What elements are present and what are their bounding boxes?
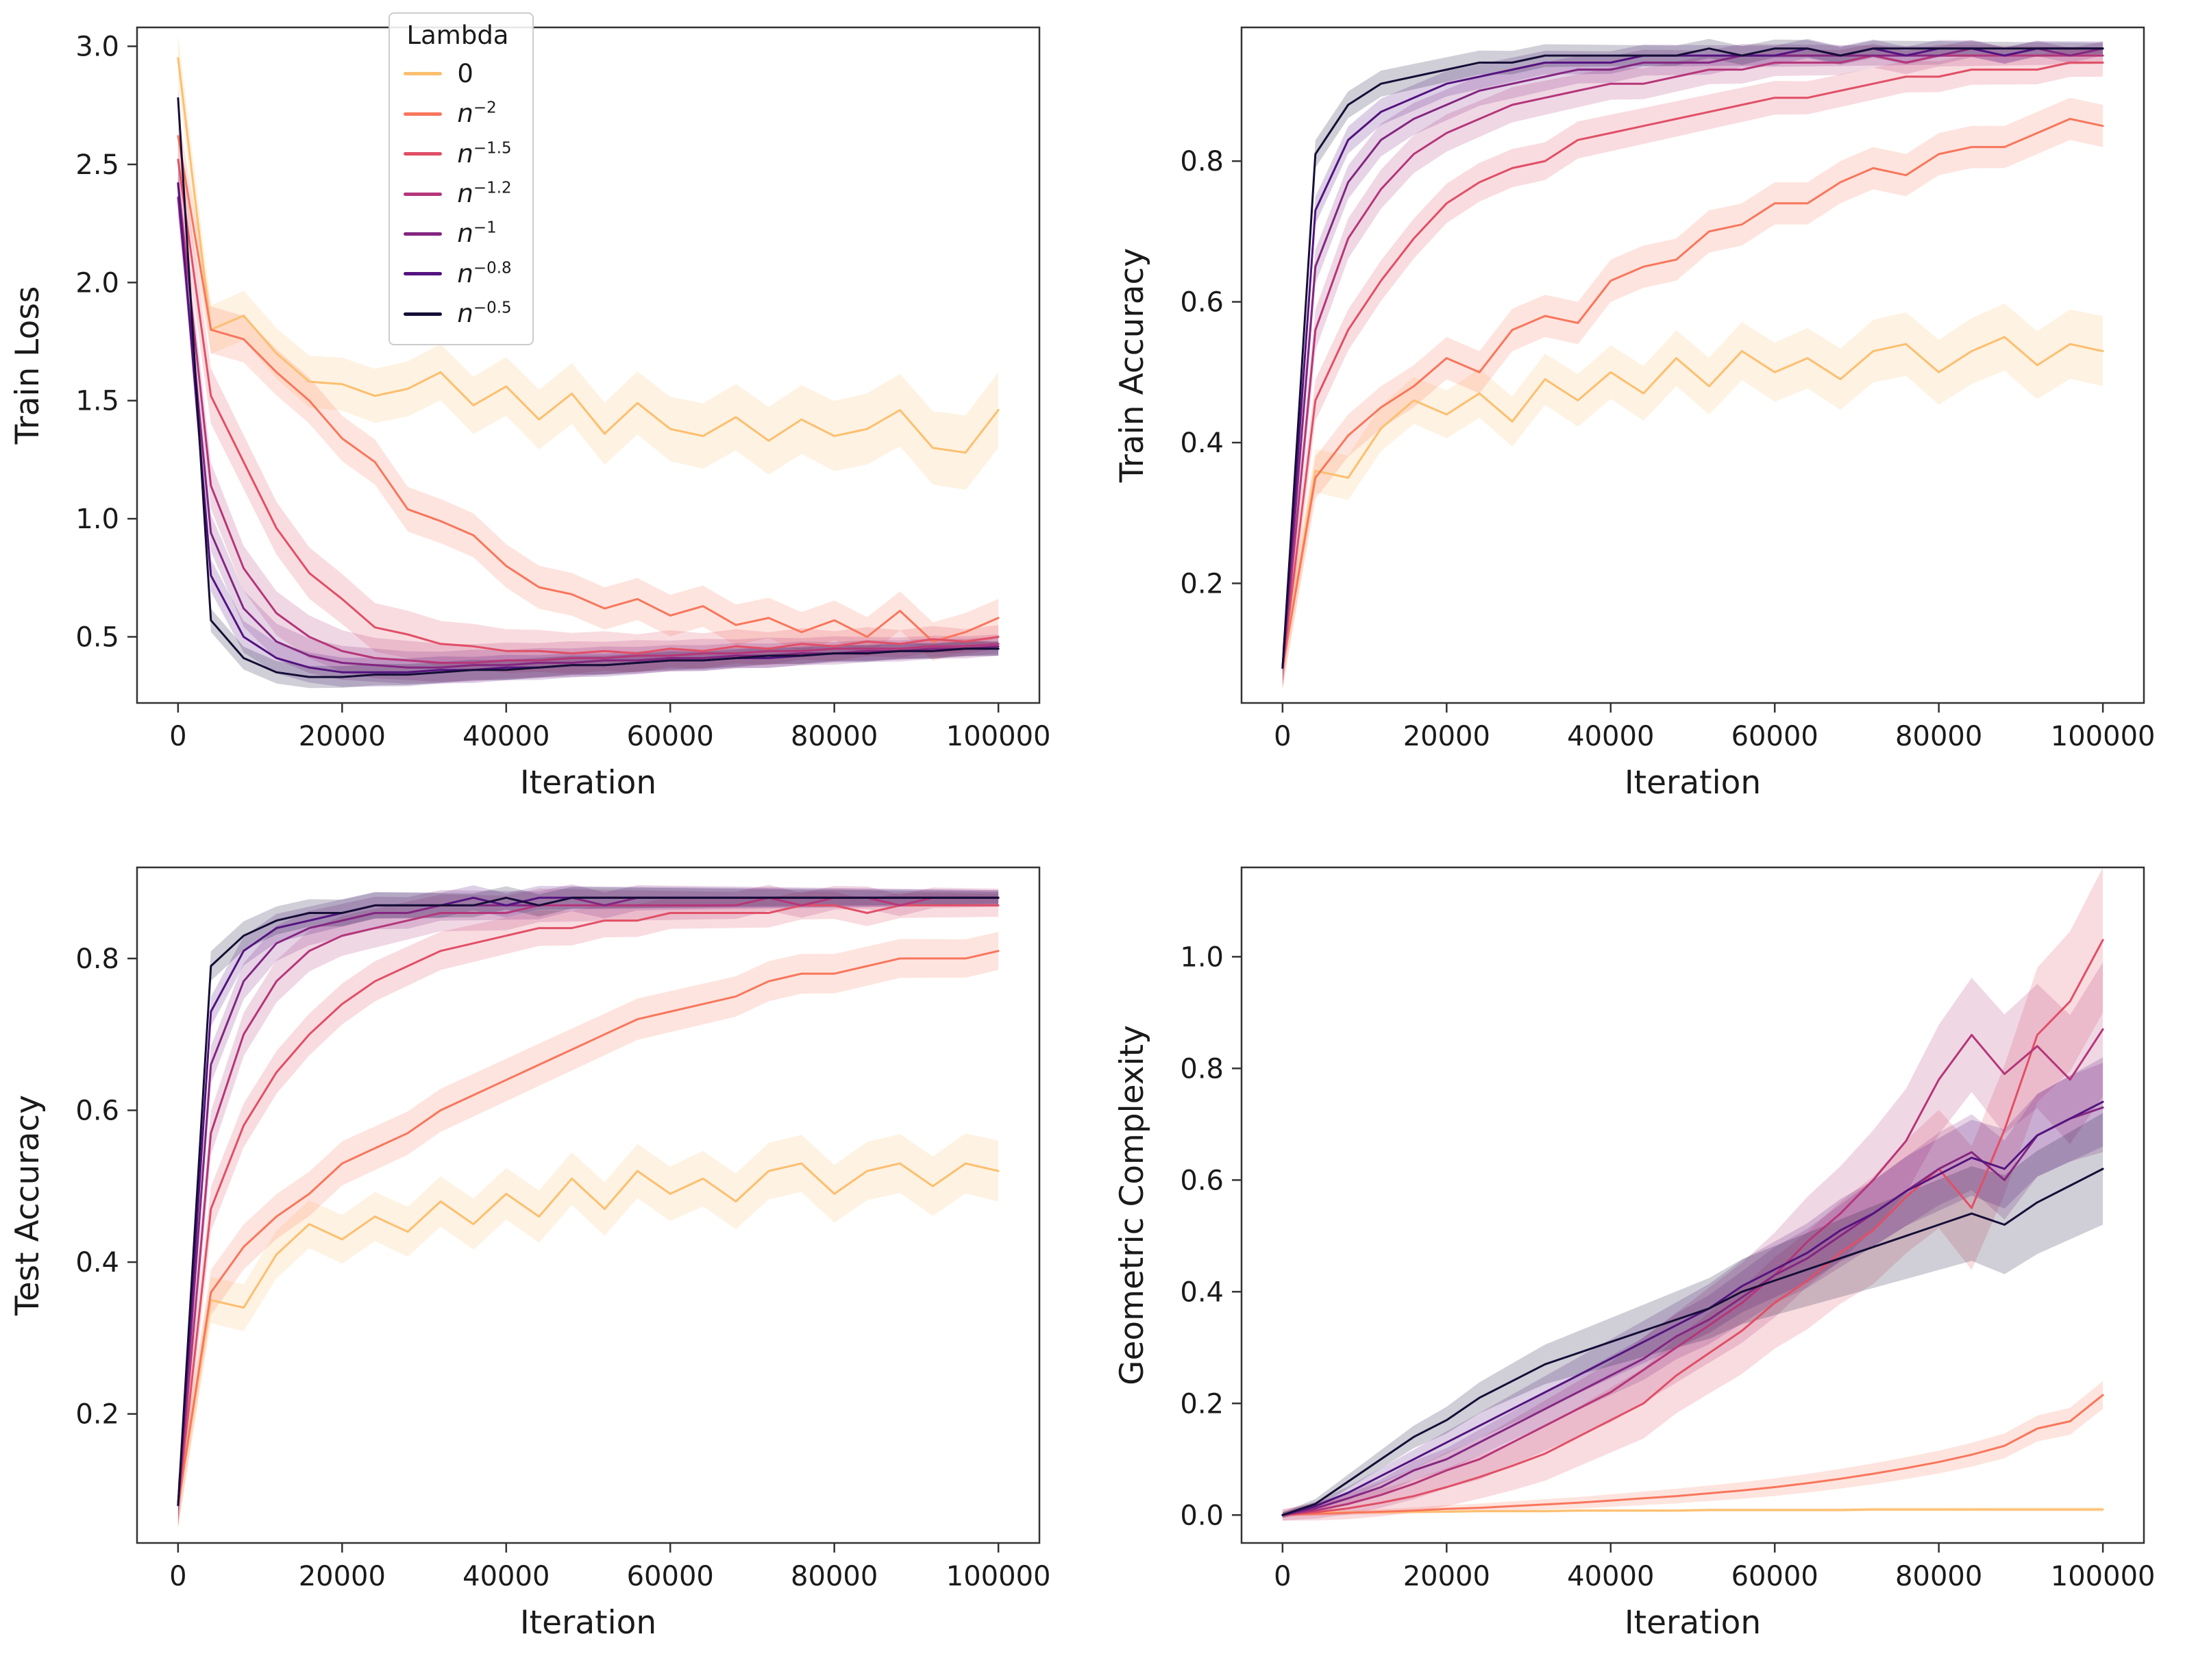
svg-text:40000: 40000	[1567, 721, 1654, 752]
legend-entry-label: n−1.2	[457, 178, 512, 208]
svg-text:60000: 60000	[627, 1561, 714, 1592]
svg-text:0.6: 0.6	[1180, 1165, 1224, 1196]
svg-text:Train Loss: Train Loss	[9, 286, 47, 445]
svg-text:80000: 80000	[791, 721, 878, 752]
legend-entry-label: n−0.8	[457, 258, 512, 288]
svg-text:20000: 20000	[299, 721, 386, 752]
svg-text:0.2: 0.2	[1180, 568, 1224, 600]
svg-text:0.4: 0.4	[1180, 1276, 1224, 1308]
legend-line-swatch	[404, 72, 443, 76]
svg-text:Iteration: Iteration	[520, 764, 656, 802]
legend-entry: n−0.8	[404, 258, 512, 289]
svg-text:20000: 20000	[1403, 1561, 1490, 1592]
svg-text:0.8: 0.8	[1180, 146, 1224, 177]
test-accuracy-chart: 0 20000 40000 60000 80000 100000 0.2 0.4 0.6 0.8 I…	[9, 866, 1051, 1642]
test-accuracy-panel: 0 20000 40000 60000 80000 100000 0.2 0.4 0.6 0.8 I…	[0, 840, 1104, 1680]
svg-text:0: 0	[1274, 1561, 1291, 1592]
legend-entry: n−2	[404, 99, 511, 129]
svg-text:0.6: 0.6	[75, 1096, 119, 1127]
svg-text:Iteration: Iteration	[1625, 764, 1761, 802]
svg-text:20000: 20000	[1403, 721, 1490, 752]
legend-line-swatch	[404, 192, 443, 196]
svg-text:20000: 20000	[299, 1561, 386, 1592]
train-accuracy-chart: 0 20000 40000 60000 80000 100000 0.2 0.4 0.6 0.8 I…	[1113, 26, 2156, 802]
legend-line-swatch	[404, 152, 443, 156]
svg-text:Iteration: Iteration	[1625, 1604, 1761, 1642]
train-loss-chart: 0 20000 40000 60000 80000 100000 0.5 1.0 1.5 2.0 2…	[9, 26, 1051, 802]
legend-entry: n−1.5	[404, 138, 512, 169]
svg-text:60000: 60000	[1731, 1561, 1818, 1592]
train-loss-panel: 0 20000 40000 60000 80000 100000 0.5 1.0 1.5 2.0 2…	[0, 0, 1104, 840]
legend-entry-label: n−0.5	[457, 299, 512, 329]
svg-text:Iteration: Iteration	[520, 1604, 656, 1642]
svg-text:0.2: 0.2	[1180, 1388, 1224, 1420]
legend-line-swatch	[404, 272, 443, 276]
svg-text:100000: 100000	[946, 721, 1051, 752]
svg-text:100000: 100000	[946, 1561, 1051, 1592]
svg-text:40000: 40000	[1567, 1561, 1654, 1592]
svg-text:0: 0	[169, 1561, 186, 1592]
legend-line-swatch	[404, 232, 443, 236]
legend-entry: n−1	[404, 219, 511, 249]
legend-entry-label: 0	[457, 58, 473, 88]
svg-text:80000: 80000	[1895, 1561, 1982, 1592]
geometric-complexity-chart: 0 20000 40000 60000 80000 100000 0.0 0.2 0.4 0.6 0…	[1113, 866, 2156, 1642]
svg-text:40000: 40000	[462, 1561, 550, 1592]
svg-text:1.5: 1.5	[75, 386, 119, 417]
train-accuracy-panel: 0 20000 40000 60000 80000 100000 0.2 0.4 0.6 0.8 I…	[1104, 0, 2209, 840]
legend-entry-label: n−1	[457, 219, 497, 249]
legend-entry: n−0.5	[404, 299, 512, 329]
svg-text:2.5: 2.5	[75, 149, 119, 181]
svg-text:Train Accuracy: Train Accuracy	[1113, 248, 1151, 483]
svg-text:0.8: 0.8	[1180, 1053, 1224, 1085]
svg-text:1.0: 1.0	[75, 504, 119, 535]
svg-text:0.5: 0.5	[75, 621, 119, 653]
svg-text:60000: 60000	[627, 721, 714, 752]
legend-line-swatch	[404, 112, 443, 116]
svg-text:3.0: 3.0	[75, 32, 119, 63]
geometric-complexity-panel: 0 20000 40000 60000 80000 100000 0.0 0.2 0.4 0.6 0…	[1104, 840, 2209, 1680]
svg-text:1.0: 1.0	[1180, 941, 1224, 973]
svg-text:0.4: 0.4	[1180, 428, 1224, 459]
svg-text:Test Accuracy: Test Accuracy	[9, 1095, 47, 1316]
legend-entry-label: n−1.5	[457, 138, 512, 169]
svg-text:0.8: 0.8	[75, 943, 119, 975]
svg-text:0.2: 0.2	[75, 1399, 119, 1431]
svg-text:100000: 100000	[2051, 1561, 2156, 1592]
svg-text:60000: 60000	[1731, 721, 1818, 752]
svg-text:80000: 80000	[1895, 721, 1982, 752]
svg-text:40000: 40000	[462, 721, 550, 752]
svg-text:0.4: 0.4	[75, 1247, 119, 1278]
legend-entry: 0	[404, 59, 511, 89]
svg-text:Geometric Complexity: Geometric Complexity	[1113, 1025, 1151, 1385]
legend-title: Lambda	[406, 21, 509, 51]
svg-text:80000: 80000	[791, 1561, 878, 1592]
svg-text:0: 0	[1274, 721, 1291, 752]
svg-text:0.0: 0.0	[1180, 1500, 1224, 1531]
legend-entry: n−1.2	[404, 178, 512, 209]
legend: Lambda 0 n−2 n−1.5 n−1.2 n−1 n−0.8 n−0.5	[388, 12, 534, 345]
svg-text:0: 0	[169, 721, 186, 752]
svg-text:100000: 100000	[2051, 721, 2156, 752]
svg-text:2.0: 2.0	[75, 267, 119, 299]
svg-text:0.6: 0.6	[1180, 287, 1224, 319]
legend-entry-label: n−2	[457, 99, 497, 129]
legend-line-swatch	[404, 312, 443, 316]
